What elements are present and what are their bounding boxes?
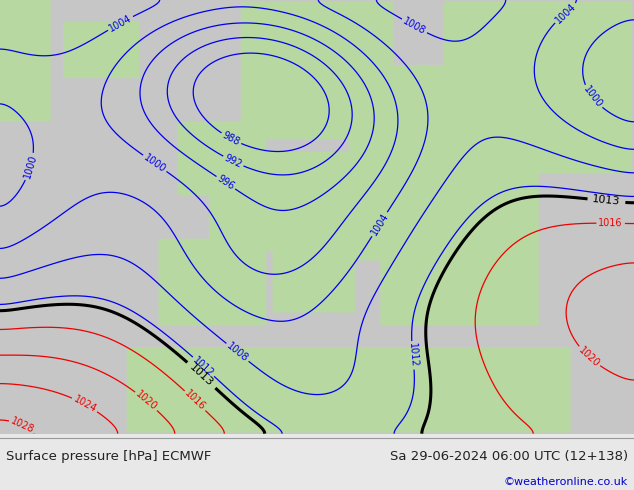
Text: 1012: 1012	[191, 355, 216, 379]
Text: 996: 996	[216, 173, 236, 192]
Text: 1004: 1004	[553, 1, 578, 25]
Text: 1020: 1020	[576, 345, 602, 369]
Text: 988: 988	[221, 130, 242, 147]
Text: 1028: 1028	[10, 415, 36, 435]
Text: Sa 29-06-2024 06:00 UTC (12+138): Sa 29-06-2024 06:00 UTC (12+138)	[389, 450, 628, 463]
Text: 1004: 1004	[107, 13, 134, 33]
Text: 1016: 1016	[598, 218, 623, 228]
Text: 1012: 1012	[407, 343, 419, 368]
Text: 1000: 1000	[22, 154, 39, 180]
Text: 1000: 1000	[142, 152, 168, 174]
Text: ©weatheronline.co.uk: ©weatheronline.co.uk	[503, 477, 628, 487]
Text: Surface pressure [hPa] ECMWF: Surface pressure [hPa] ECMWF	[6, 450, 212, 463]
Text: 1016: 1016	[183, 389, 207, 413]
Text: 992: 992	[223, 153, 243, 170]
Text: 1013: 1013	[592, 195, 621, 207]
Text: 1020: 1020	[134, 389, 159, 413]
Text: 1024: 1024	[72, 394, 98, 415]
Text: 1004: 1004	[369, 211, 391, 237]
Text: 1008: 1008	[401, 16, 427, 36]
Text: 1000: 1000	[581, 84, 604, 110]
Text: 1013: 1013	[188, 362, 215, 388]
Text: 1008: 1008	[225, 341, 250, 364]
